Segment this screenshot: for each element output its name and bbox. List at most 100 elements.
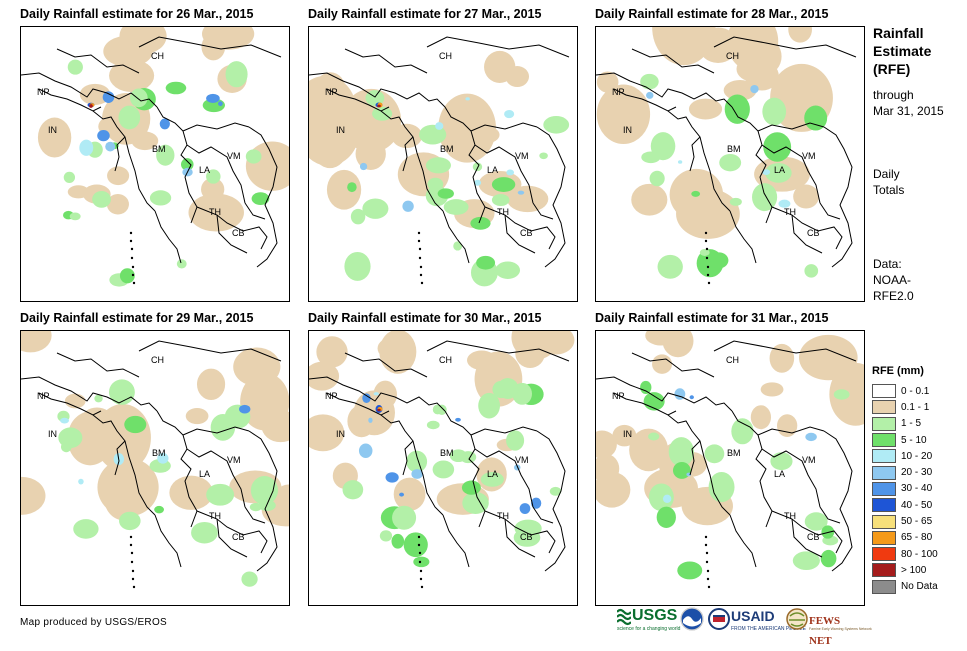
country-border <box>474 144 534 204</box>
island <box>707 585 711 589</box>
rainfall-map: CH NP IN BM LA VM TH CB <box>595 330 865 606</box>
rainfall-area <box>188 193 244 232</box>
country-border <box>92 110 156 212</box>
rainfall-area <box>73 519 99 539</box>
rainfall-area <box>191 521 218 544</box>
legend-item: > 100 <box>872 562 964 578</box>
rainfall-area <box>156 144 175 166</box>
country-label-ch: CH <box>726 355 739 365</box>
island <box>419 265 423 269</box>
island <box>706 265 710 269</box>
rainfall-area <box>709 252 729 269</box>
rainfall-panel-31-mar: Daily Rainfall estimate for 31 Mar., 201… <box>595 310 867 606</box>
rainfall-area <box>157 452 169 464</box>
country-border <box>761 144 821 204</box>
rainfall-area <box>206 483 235 506</box>
legend-label: 30 - 40 <box>901 483 933 495</box>
rainfall-map-canvas <box>21 331 289 589</box>
rainfall-area <box>478 392 500 419</box>
country-border <box>182 426 250 436</box>
panel-title: Daily Rainfall estimate for 27 Mar., 201… <box>308 7 542 21</box>
rainfall-area <box>206 93 220 104</box>
legend-label: No Data <box>901 581 938 593</box>
rainfall-area <box>731 418 754 445</box>
country-border <box>731 106 773 224</box>
legend-item: 0.1 - 1 <box>872 399 964 415</box>
country-label-cb: CB <box>807 228 820 238</box>
rainfall-area <box>798 334 858 381</box>
totals-line: Daily <box>873 167 900 181</box>
island <box>705 247 709 251</box>
country-border <box>757 426 825 436</box>
rainfall-area <box>792 551 820 571</box>
country-border <box>713 340 857 362</box>
rainfall-area <box>762 169 771 176</box>
rainfall-area <box>762 97 787 126</box>
rainfall-area <box>804 264 819 278</box>
island <box>418 247 422 251</box>
rainfall-area <box>596 84 651 144</box>
country-label-cb: CB <box>807 532 820 542</box>
rainfall-area <box>438 93 496 163</box>
country-label-in: IN <box>48 125 57 135</box>
rainfall-area <box>58 427 83 449</box>
country-label-vm: VM <box>515 455 529 465</box>
rainfall-area <box>385 472 399 483</box>
island <box>420 281 424 285</box>
country-label-vm: VM <box>802 151 816 161</box>
legend-swatch <box>872 498 896 513</box>
country-label-cb: CB <box>232 532 245 542</box>
totals-note: Daily Totals <box>873 166 963 198</box>
country-border <box>689 136 701 172</box>
country-label-bm: BM <box>152 448 166 458</box>
title-line: Estimate <box>873 43 932 59</box>
country-border <box>442 210 470 264</box>
country-border <box>21 72 158 108</box>
rainfall-area <box>672 462 691 479</box>
rainfall-area <box>453 241 463 251</box>
country-border <box>729 210 757 264</box>
country-border <box>631 48 715 74</box>
country-border <box>156 410 198 528</box>
rainfall-area <box>765 162 792 183</box>
country-border <box>444 410 486 528</box>
country-label-la: LA <box>487 165 499 175</box>
data-source-line: Data: <box>873 257 902 271</box>
island <box>707 281 711 285</box>
legend-item: 80 - 100 <box>872 546 964 562</box>
legend-rows: 0 - 0.1 0.1 - 1 1 - 5 5 - 10 10 - 20 20 - 30 3… <box>872 383 964 595</box>
country-label-ch: CH <box>151 355 164 365</box>
rainfall-area <box>596 471 631 508</box>
rainfall-area <box>399 492 405 497</box>
rainfall-map-canvas <box>21 27 289 287</box>
rainfall-area <box>249 502 262 512</box>
country-border <box>114 136 126 172</box>
rainfall-area <box>89 104 93 108</box>
legend-swatch <box>872 530 896 545</box>
rainfall-area <box>763 132 792 162</box>
rainfall-area <box>462 492 489 514</box>
rainfall-area <box>159 118 170 130</box>
rainfall-area <box>377 337 409 360</box>
rainfall-area <box>820 549 837 568</box>
rainfall-area <box>631 183 668 216</box>
country-label-in: IN <box>336 429 345 439</box>
rainfall-area <box>362 393 371 403</box>
country-border <box>757 122 825 132</box>
rainfall-area <box>648 432 660 441</box>
rainfall-map: CH NP IN BM LA VM TH CB <box>308 26 578 302</box>
island <box>417 535 421 539</box>
through-date-value: Mar 31, 2015 <box>873 104 944 118</box>
rainfall-area <box>196 368 226 401</box>
rainfall-area <box>355 137 386 170</box>
country-border <box>216 518 248 558</box>
country-border <box>138 340 282 362</box>
country-border <box>114 440 126 476</box>
rainfall-area <box>67 411 113 466</box>
rainfall-area <box>491 177 516 192</box>
island <box>130 247 134 251</box>
country-border <box>380 110 444 212</box>
rainfall-area <box>793 184 819 209</box>
country-border <box>56 352 140 378</box>
rainfall-area <box>124 415 147 434</box>
